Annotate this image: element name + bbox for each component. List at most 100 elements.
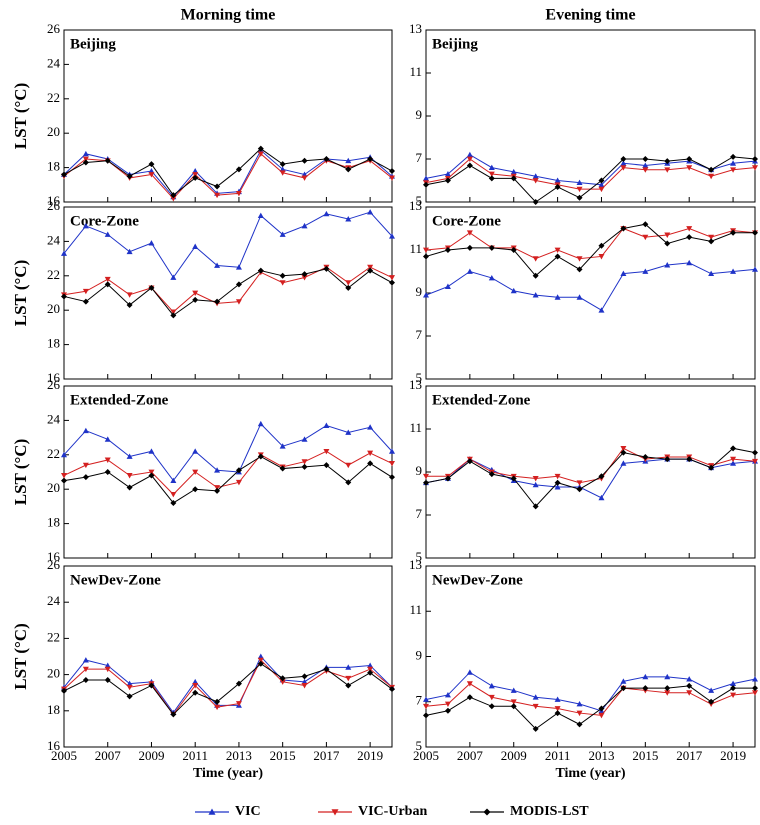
data-point	[686, 165, 693, 171]
data-point	[642, 268, 649, 274]
data-point	[708, 238, 715, 245]
data-point	[104, 469, 111, 475]
data-point	[279, 675, 286, 682]
x-tick-label: 2009	[138, 748, 164, 763]
data-point	[235, 191, 242, 197]
data-point	[214, 698, 221, 705]
data-point	[752, 266, 758, 272]
legend-label: VIC	[235, 804, 261, 819]
data-point	[61, 293, 67, 300]
data-point	[82, 298, 89, 305]
data-point	[389, 686, 395, 693]
data-point	[708, 464, 715, 471]
y-tick-label: 16	[47, 549, 61, 564]
data-point	[642, 167, 649, 173]
plot-frame	[63, 385, 393, 559]
data-point	[620, 165, 627, 171]
data-point	[752, 458, 758, 465]
y-tick-label: 26	[47, 21, 61, 36]
data-point	[235, 281, 242, 288]
y-axis-label: LST (°C)	[11, 439, 30, 505]
data-point	[576, 480, 583, 486]
data-point	[104, 231, 111, 237]
y-tick-label: 22	[47, 446, 60, 461]
data-point	[532, 173, 539, 179]
data-point	[345, 664, 352, 670]
data-point	[192, 683, 199, 689]
y-tick-label: 9	[416, 463, 423, 478]
series-line	[63, 266, 393, 313]
data-point	[214, 183, 221, 190]
panel-label: Core-Zone	[432, 213, 501, 229]
panel-label: Core-Zone	[70, 213, 139, 229]
data-point	[126, 292, 133, 298]
data-point	[82, 677, 89, 684]
y-axis-label: LST (°C)	[11, 83, 30, 149]
data-point	[620, 160, 627, 166]
data-point	[598, 494, 605, 501]
data-point	[554, 706, 561, 712]
data-point	[730, 685, 737, 692]
data-point	[192, 678, 199, 685]
data-point	[642, 156, 649, 162]
data-point	[148, 161, 155, 168]
y-tick-label: 11	[409, 602, 422, 617]
y-tick-label: 18	[47, 336, 60, 351]
data-point	[126, 693, 133, 700]
y-tick-label: 5	[416, 370, 423, 385]
plot-frame	[425, 385, 756, 559]
x-tick-label: 2011	[182, 748, 208, 763]
data-point	[82, 462, 89, 469]
data-point	[664, 456, 671, 463]
data-point	[148, 284, 155, 291]
data-point	[554, 479, 561, 486]
legend-marker	[331, 809, 339, 816]
data-point	[367, 424, 374, 430]
data-point	[598, 181, 605, 188]
data-point	[367, 666, 374, 673]
data-point	[664, 158, 671, 165]
data-point	[664, 167, 671, 173]
x-tick-label: 2011	[545, 748, 571, 763]
data-point	[510, 703, 517, 710]
series-line	[63, 149, 393, 198]
data-point	[345, 429, 352, 435]
data-point	[730, 692, 737, 698]
data-point	[466, 669, 473, 675]
data-point	[301, 673, 308, 680]
data-point	[192, 689, 199, 696]
data-point	[192, 290, 199, 296]
data-point	[345, 682, 352, 689]
series-line	[425, 227, 756, 260]
plot-frame	[425, 206, 756, 380]
data-point	[708, 687, 715, 693]
data-point	[598, 177, 605, 184]
y-tick-label: 7	[416, 506, 423, 521]
data-point	[620, 460, 627, 466]
data-point	[532, 703, 539, 710]
data-point	[301, 175, 308, 181]
x-axis-label: Time (year)	[193, 766, 263, 781]
data-point	[554, 473, 561, 480]
data-point	[664, 240, 671, 247]
data-point	[192, 296, 199, 303]
series-line	[425, 262, 756, 311]
data-point	[576, 721, 583, 728]
data-point	[576, 266, 583, 273]
data-point	[730, 456, 737, 463]
data-point	[466, 162, 473, 169]
data-point	[126, 248, 133, 255]
y-tick-label: 20	[47, 124, 60, 139]
data-point	[82, 666, 89, 673]
data-point	[257, 212, 264, 218]
data-point	[423, 181, 429, 188]
data-point	[235, 479, 242, 486]
data-point	[214, 298, 221, 305]
data-point	[61, 250, 67, 256]
data-point	[192, 448, 199, 454]
data-point	[466, 230, 473, 236]
series-line	[63, 211, 393, 279]
data-point	[82, 156, 89, 162]
data-point	[730, 160, 737, 166]
data-point	[510, 247, 517, 253]
